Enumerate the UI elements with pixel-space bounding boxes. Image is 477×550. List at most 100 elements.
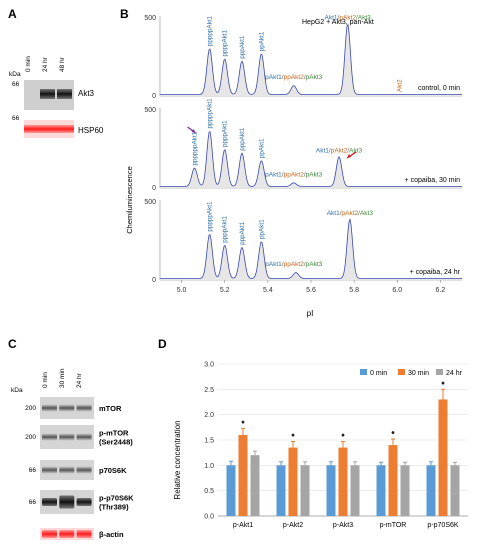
trace-y-tick-0: 0 [152, 185, 156, 192]
group-label: pAkt1/ppAkt2/pAkt3 [265, 261, 323, 268]
peak-label: pppAkt1 [239, 35, 246, 59]
panel-b-header: HepG2 + Akt3, pan-Akt [302, 19, 374, 26]
bar [300, 465, 310, 516]
blot-band [59, 433, 75, 441]
panel-a-band-akt3-48hr [57, 89, 72, 99]
panel-a: A kDa 0 min 24 hr 48 hr 66 Akt3 66 HSP60 [8, 7, 104, 138]
bar [426, 465, 436, 516]
panel-c-blots: 200 mTOR 200 p-mTOR (Ser2448) 66 p70S6K 66 p-p70… [25, 397, 134, 540]
peak-label: ppppppAkt1 [192, 131, 199, 165]
group-label: pAkt1/ppAkt2/pAkt3 [265, 74, 323, 81]
significance-marker: • [291, 431, 295, 442]
panel-a-band-hsp60 [24, 125, 74, 133]
bar [326, 465, 336, 516]
panel-b-traces: 500 0 pppppAkt1 ppppAkt1 pppAkt1 ppAkt1 pAkt1/… [144, 15, 462, 284]
blot-band [59, 495, 75, 509]
trace-condition-label: + copaiba, 24 hr [410, 269, 461, 276]
bar [288, 447, 298, 516]
panel-c: C kDa 0 min 30 min 24 hr 200 mTOR 200 p-mTO… [8, 337, 134, 540]
trace-fill [160, 131, 462, 188]
bar [226, 465, 236, 516]
panel-d: D Relative concentration 0.0 0.5 1.0 1.5 2.0… [158, 337, 468, 529]
blot-row-4: 66 p-p70S6K (Thr389) [29, 490, 134, 514]
peak-label: pppAkt1 [239, 221, 246, 245]
blot-marker: 200 [25, 434, 36, 441]
blot-label: mTOR [99, 404, 122, 413]
blot-band [59, 404, 75, 412]
blot-label: β-actin [99, 530, 124, 539]
panel-a-lane-1: 0 min [25, 56, 32, 72]
blot-band [42, 466, 57, 474]
x-tick-label: 5.0 [177, 287, 187, 294]
x-tick-label: 6.0 [392, 287, 402, 294]
blot-band [59, 530, 75, 538]
main-peak-label: Akt1/pAkt2/Akt3 [327, 210, 374, 217]
panel-b-x-ticks: 5.0 5.2 5.4 5.6 5.8 6.0 6.2 [177, 280, 446, 294]
chart-y-axis-label: Relative concentration [173, 420, 182, 499]
peak-label: pppppAkt1 [207, 16, 214, 47]
main-peak-label: Akt1/pAkt2/Akt3 [325, 15, 372, 22]
blot-band [76, 404, 92, 412]
blot-marker: 200 [25, 405, 36, 412]
panel-b: B HepG2 + Akt3, pan-Akt Chemiluminescenc… [120, 7, 462, 318]
peak-label: ppppAkt1 [222, 29, 229, 56]
blot-row-3: 66 p70S6K [29, 460, 127, 480]
blot-label: p-mTOR (Ser2448) [99, 429, 133, 447]
peak-label: ppAkt1 [258, 31, 265, 51]
trace-y-tick-0: 0 [152, 277, 156, 284]
panel-c-lane-1: 0 min [42, 372, 49, 388]
trace-y-tick-0: 0 [152, 93, 156, 100]
chart-y-tick-label: 1.0 [204, 463, 214, 470]
x-tick-label: 5.2 [220, 287, 230, 294]
chart-category-label: p-Akt3 [333, 522, 353, 529]
blot-band [76, 498, 92, 506]
extra-peak-label: Akt2 [396, 79, 403, 92]
trace-line [160, 217, 462, 279]
significance-marker: • [341, 431, 345, 442]
legend-label: 0 min [370, 370, 387, 377]
blot-marker: 66 [29, 499, 37, 506]
bar [438, 399, 448, 516]
chart-y-tick-label: 0.5 [204, 488, 214, 495]
trace-y-tick-500: 500 [144, 199, 156, 206]
blot-band [42, 498, 57, 506]
x-tick-label: 5.8 [349, 287, 359, 294]
x-tick-label: 6.2 [436, 287, 446, 294]
bar-chart: 0.0 0.5 1.0 1.5 2.0 2.5 3.0 • p-Akt1 • p-Akt2 • p-Ak… [204, 362, 468, 529]
peak-label: ppppAkt1 [222, 120, 229, 147]
blot-row-5: β-actin [40, 528, 124, 540]
chart-category-label: p-p70S6K [427, 522, 458, 529]
blot-row-1: 200 mTOR [25, 397, 122, 419]
panel-b-x-axis-label: pI [307, 309, 314, 318]
chart-y-tick-label: 1.5 [204, 438, 214, 445]
significance-marker: • [441, 378, 445, 389]
legend-swatch [436, 369, 443, 375]
blot-band [76, 530, 92, 538]
trace-condition-label: + copaiba, 30 min [405, 177, 461, 184]
blot-band [42, 404, 57, 412]
panel-d-letter: D [158, 337, 167, 351]
bar [250, 455, 260, 516]
panel-b-y-axis-label: Chemiluminescence [125, 166, 134, 234]
blot-marker: 66 [29, 467, 37, 474]
panel-a-band-label-akt3: Akt3 [78, 89, 95, 98]
chart-category-label: p-Akt1 [233, 522, 253, 529]
panel-b-letter: B [120, 7, 129, 21]
trace-line [160, 130, 462, 187]
x-tick-label: 5.6 [306, 287, 316, 294]
panel-c-kda-label: kDa [11, 387, 23, 394]
trace-y-tick-500: 500 [144, 15, 156, 22]
panel-a-lane-3: 48 hr [59, 56, 66, 72]
panel-a-lane-2: 24 hr [42, 56, 49, 72]
bar [350, 465, 360, 516]
legend-label: 30 min [408, 370, 429, 377]
chart-category-label: p-Akt2 [283, 522, 303, 529]
trace-line [160, 23, 462, 95]
legend-swatch [360, 369, 367, 375]
chart-y-tick-label: 2.0 [204, 412, 214, 419]
panel-a-letter: A [8, 7, 17, 21]
bar [238, 434, 248, 516]
bar [276, 465, 286, 516]
legend-label: 24 hr [446, 370, 463, 377]
